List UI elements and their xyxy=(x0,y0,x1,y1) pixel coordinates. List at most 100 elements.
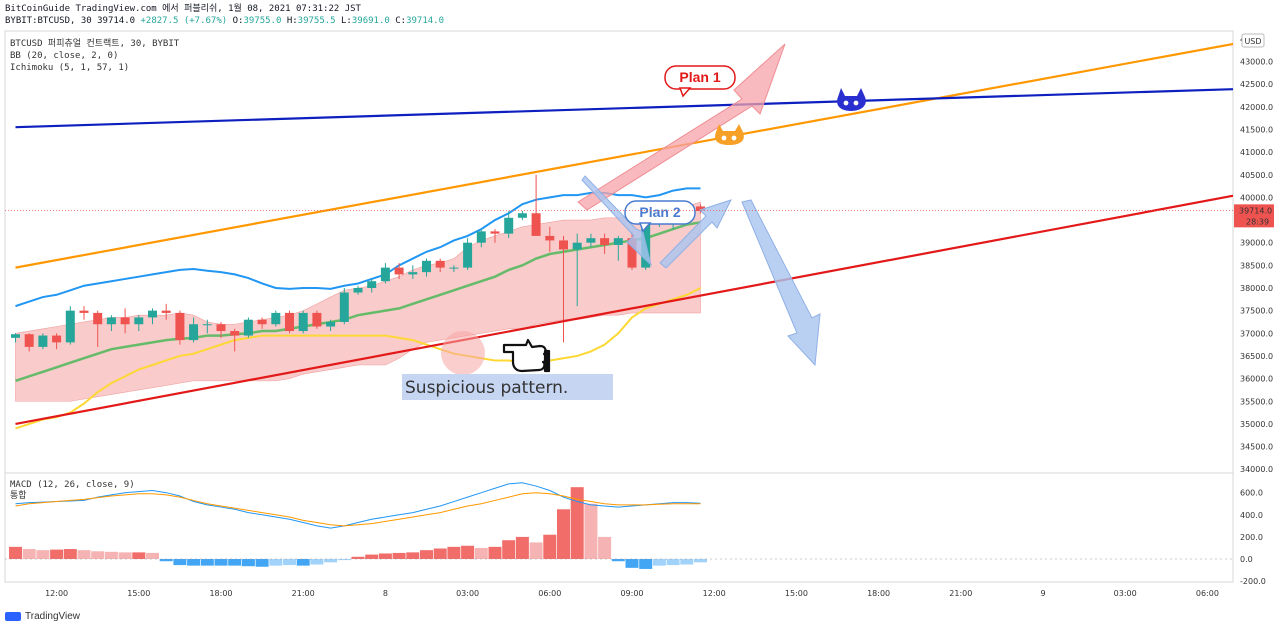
time-tick-label: 21:00 xyxy=(949,589,972,598)
macd-pane xyxy=(5,482,1233,569)
plan1-bubble[interactable] xyxy=(664,65,736,90)
symbol-label: BYBIT:BTCUSD, 30 xyxy=(5,16,92,26)
macd-hist-bar xyxy=(488,546,502,559)
candle-body xyxy=(613,238,623,245)
macd-hist-bar xyxy=(187,559,201,566)
candle-body xyxy=(298,312,308,332)
legend-bb[interactable]: BB (20, close, 2, 0) xyxy=(10,51,119,61)
trend-lines[interactable] xyxy=(15,41,1249,425)
candle-body xyxy=(106,317,116,325)
candle-body xyxy=(339,292,349,322)
annotation-drawings[interactable]: Plan 1 Plan 2 Suspicious pattern. xyxy=(402,43,866,400)
price-tick-label: 35500.0 xyxy=(1240,397,1273,406)
price-tick-label: 37500.0 xyxy=(1240,307,1273,316)
plan1-bubble-tail xyxy=(678,87,692,98)
pointing-hand-icon xyxy=(502,338,551,373)
legend-macd-sub: 통합 xyxy=(10,491,27,501)
plan2-arrow-down[interactable] xyxy=(581,175,652,267)
candle-body xyxy=(24,334,34,347)
macd-hist-bar xyxy=(255,559,269,567)
time-tick-label: 06:00 xyxy=(1196,589,1219,598)
plan2-bubble-tail xyxy=(638,222,652,233)
candle-body xyxy=(120,317,130,325)
candle-body xyxy=(285,312,294,332)
macd-hist-bar xyxy=(241,559,255,567)
bb-upper-line xyxy=(15,187,701,308)
plan2-arrow-drop[interactable] xyxy=(741,199,821,367)
price-tick-label: 38500.0 xyxy=(1240,261,1273,270)
pattern-label-box[interactable] xyxy=(402,374,613,400)
price-tick-label: 40000.0 xyxy=(1240,193,1273,202)
macd-hist-bar xyxy=(310,559,324,565)
candle-body xyxy=(531,213,541,236)
macd-hist-bar xyxy=(77,550,91,559)
price-tick-label: 34500.0 xyxy=(1240,443,1273,452)
macd-hist-bar xyxy=(570,487,584,559)
candle-body xyxy=(600,238,610,245)
macd-hist-bar xyxy=(543,534,557,559)
macd-hist-bar xyxy=(557,509,570,559)
price-tick-label: 34000.0 xyxy=(1240,465,1273,474)
candle-body xyxy=(627,238,637,268)
plan2-bubble[interactable] xyxy=(624,200,696,225)
macd-hist-bar xyxy=(365,554,379,559)
candle-body xyxy=(11,334,20,338)
price-axis[interactable]: 43000.0 42500.0 42000.0 41500.0 41000.0 40500… xyxy=(5,33,1274,474)
candle-body xyxy=(134,317,144,325)
price-tick-label: 42500.0 xyxy=(1240,80,1273,89)
macd-hist-bar xyxy=(351,556,365,559)
legend-macd[interactable]: MACD (12, 26, close, 9) xyxy=(10,480,135,490)
macd-hist-bar xyxy=(146,552,159,559)
macd-hist-bar xyxy=(680,559,694,565)
time-axis[interactable]: 12:00 15:00 18:00 21:00 8 03:00 06:00 09:00 12:0… xyxy=(45,589,1219,598)
last-price-label: 39714.0 xyxy=(1239,206,1272,215)
legend-ichimoku[interactable]: Ichimoku (5, 1, 57, 1) xyxy=(10,63,130,73)
macd-hist-bar xyxy=(515,536,529,559)
signal-line xyxy=(15,492,701,527)
macd-hist-bar xyxy=(461,545,475,559)
plan2-arrow-up[interactable] xyxy=(659,199,732,269)
blue-cat-icon xyxy=(837,88,866,111)
macd-hist-bar xyxy=(296,559,310,566)
time-tick-label: 15:00 xyxy=(785,589,808,598)
candle-body xyxy=(271,312,281,325)
time-tick-label: 8 xyxy=(383,589,388,598)
candle-body xyxy=(148,310,157,318)
macd-hist-bar xyxy=(36,550,50,559)
change-label: +2827.5 (+7.67%) xyxy=(140,16,228,26)
macd-hist-bar xyxy=(406,552,420,559)
price-tick-label: 39000.0 xyxy=(1240,239,1273,248)
ichimoku-cloud xyxy=(15,201,701,402)
candle-body xyxy=(230,331,240,336)
highlight-circle[interactable] xyxy=(441,331,485,375)
candle-body xyxy=(422,260,431,273)
candle-body xyxy=(435,260,445,268)
macd-hist-bar xyxy=(392,552,406,559)
macd-hist-bar xyxy=(378,553,392,559)
candle-body xyxy=(216,324,226,332)
macd-tick-label: 0.0 xyxy=(1240,555,1253,564)
macd-tick-label: 200.0 xyxy=(1240,533,1263,542)
currency-box xyxy=(1241,33,1265,48)
price-tick-label: 35000.0 xyxy=(1240,420,1273,429)
candle-body xyxy=(52,335,62,343)
candle-body xyxy=(586,238,596,243)
footer: TradingView xyxy=(5,611,80,622)
price-tick-label: 40500.0 xyxy=(1240,171,1273,180)
macd-hist-bar xyxy=(63,549,77,559)
pattern-label: Suspicious pattern. xyxy=(405,378,568,398)
orange-cat-icon xyxy=(715,124,744,145)
macd-hist-bar xyxy=(200,559,214,566)
candle-body xyxy=(65,310,75,343)
macd-hist-bar xyxy=(625,559,639,568)
time-tick-label: 12:00 xyxy=(45,589,68,598)
price-tick-label: 41500.0 xyxy=(1240,125,1273,134)
candle-body xyxy=(202,324,212,326)
time-tick-label: 9 xyxy=(1040,589,1045,598)
macd-hist-bar xyxy=(337,559,351,561)
macd-hist-bar xyxy=(104,551,118,559)
candle-body xyxy=(38,335,48,347)
candle-body xyxy=(517,213,527,218)
c-key: C: xyxy=(395,16,407,26)
